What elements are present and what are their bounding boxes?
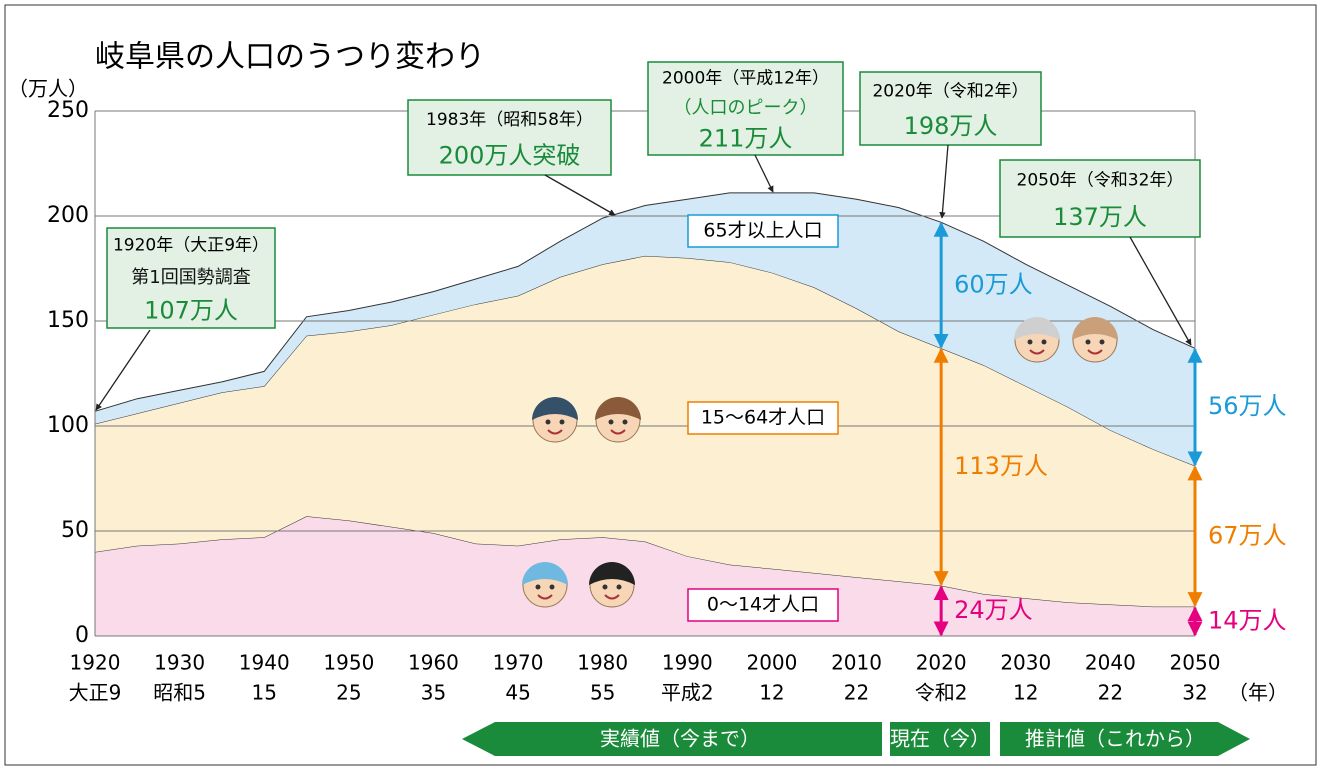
series-label: 15〜64才人口 [701, 407, 825, 429]
x-tick-label: 2020 [916, 651, 967, 675]
y-tick-label: 0 [75, 623, 89, 648]
eye [536, 585, 541, 590]
era-label: 昭和5 [153, 681, 206, 705]
eye [609, 420, 614, 425]
x-tick-label: 1940 [239, 651, 290, 675]
chart-title: 岐阜県の人口のうつり変わり [95, 40, 485, 75]
eye [623, 420, 628, 425]
value-label: 60万人 [954, 270, 1033, 298]
callout-value: 198万人 [904, 112, 998, 140]
y-axis-label: （万人） [8, 77, 88, 101]
eye [1100, 340, 1105, 345]
callout-label: 2050年（令和32年） [1017, 170, 1184, 190]
timeline-label: 現在（今） [890, 727, 990, 751]
era-label: 35 [421, 681, 446, 705]
y-tick-label: 100 [47, 413, 89, 438]
x-tick-label: 1970 [493, 651, 544, 675]
callout-note: （人口のピーク） [674, 98, 818, 119]
value-label: 113万人 [954, 452, 1048, 480]
era-label: 12 [759, 681, 784, 705]
eye [546, 420, 551, 425]
y-tick-label: 250 [47, 98, 89, 123]
x-tick-label: 1930 [154, 651, 205, 675]
era-label: 令和2 [915, 681, 968, 705]
timeline-label: 推計値（これから） [1025, 727, 1205, 751]
x-tick-label: 1950 [323, 651, 374, 675]
era-label: 32 [1182, 681, 1207, 705]
era-label: 15 [252, 681, 277, 705]
x-tick-label: 2050 [1170, 651, 1221, 675]
y-tick-label: 150 [47, 308, 89, 333]
callout-label: 2000年（平成12年） [662, 69, 829, 89]
eye [603, 585, 608, 590]
series-label: 65才以上人口 [703, 220, 822, 242]
callout-label: 1983年（昭和58年） [426, 110, 593, 130]
value-label: 67万人 [1208, 521, 1287, 549]
callout-value: 107万人 [144, 296, 238, 324]
x-tick-label: 2030 [1000, 651, 1051, 675]
era-label: 22 [844, 681, 869, 705]
y-tick-label: 200 [47, 203, 89, 228]
eye [1042, 340, 1047, 345]
era-label: 45 [505, 681, 530, 705]
eye [550, 585, 555, 590]
callout-note: 第1回国勢調査 [131, 267, 250, 288]
value-label: 24万人 [954, 596, 1033, 624]
era-label: 25 [336, 681, 361, 705]
series-label: 0〜14才人口 [707, 594, 819, 616]
era-label: 平成2 [661, 681, 714, 705]
value-label: 14万人 [1208, 606, 1287, 634]
x-tick-label: 1980 [577, 651, 628, 675]
x-tick-label: 2000 [746, 651, 797, 675]
timeline-label: 実績値（今まで） [600, 727, 760, 751]
era-label: 55 [590, 681, 615, 705]
eye [1028, 340, 1033, 345]
eye [560, 420, 565, 425]
eye [1086, 340, 1091, 345]
era-label: 12 [1013, 681, 1038, 705]
callout-label: 1920年（大正9年） [113, 236, 269, 256]
callout-value: 200万人突破 [439, 141, 581, 169]
eye [617, 585, 622, 590]
callout-value: 137万人 [1053, 203, 1147, 231]
callout-value: 211万人 [699, 125, 793, 153]
y-tick-label: 50 [61, 518, 89, 543]
x-tick-label: 2010 [831, 651, 882, 675]
value-label: 56万人 [1208, 392, 1287, 420]
era-label: 22 [1098, 681, 1123, 705]
x-tick-label: 1960 [408, 651, 459, 675]
x-tick-label: 1990 [662, 651, 713, 675]
chart: 岐阜県の人口のうつり変わり （万人） 0 50 100 150 200 250 1920 大正… [0, 0, 1321, 770]
era-label: 大正9 [69, 681, 122, 705]
x-unit: （年） [1228, 681, 1288, 705]
callout-label: 2020年（令和2年） [872, 81, 1028, 101]
x-tick-label: 2040 [1085, 651, 1136, 675]
x-tick-label: 1920 [70, 651, 121, 675]
